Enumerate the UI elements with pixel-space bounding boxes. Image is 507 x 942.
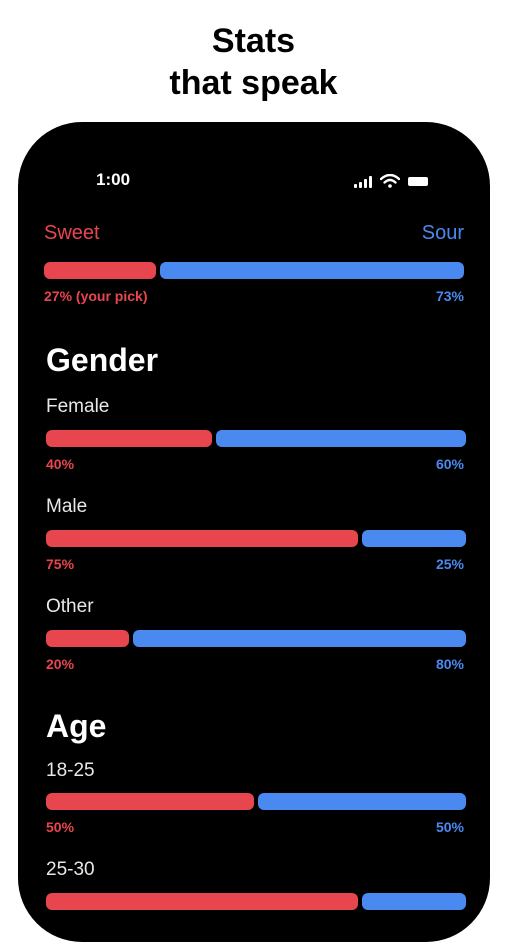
gender-male-sour-bar (362, 530, 466, 547)
age-row-label: 25-30 (46, 859, 95, 880)
sweet-label: Sweet (44, 222, 100, 244)
gender-other-sweet-pct: 20% (46, 656, 75, 672)
sour-label: Sour (421, 222, 464, 244)
headline: Stats that speak (0, 20, 507, 104)
age-section-title: Age (46, 708, 107, 744)
gender-female-sour-bar (216, 430, 466, 447)
overall-sweet-pct: 27% (your pick) (44, 288, 148, 304)
phone-screen: 1:00 Sweet Sour 27% (your pick) 73% Gend… (18, 122, 490, 942)
gender-female-sweet-bar (46, 430, 212, 447)
age-18-25-sweet-bar (46, 793, 254, 810)
overall-sweet-bar (44, 262, 156, 279)
gender-row-label: Male (46, 496, 88, 517)
status-time: 1:00 (96, 170, 131, 189)
overall-sour-pct: 73% (435, 288, 464, 304)
gender-male-sweet-bar (46, 530, 358, 547)
age-25-30-sweet-bar (46, 893, 358, 910)
headline-line-2: that speak (169, 64, 338, 102)
headline-line-1: Stats (211, 22, 296, 60)
gender-other-sour-pct: 80% (435, 656, 464, 672)
gender-row-label: Female (46, 396, 110, 417)
gender-male-sweet-pct: 75% (46, 556, 75, 572)
age-18-25-sour-bar (258, 793, 466, 810)
age-25-30-sour-bar (362, 893, 466, 910)
battery-icon (408, 177, 428, 186)
status-icons (354, 174, 428, 188)
gender-other-sweet-bar (46, 630, 129, 647)
gender-male-sour-pct: 25% (435, 556, 464, 572)
gender-section-title: Gender (46, 342, 159, 378)
gender-other-sour-bar (133, 630, 466, 647)
signal-icon (354, 176, 372, 188)
overall-sour-bar (160, 262, 464, 279)
gender-female-sweet-pct: 40% (46, 456, 75, 472)
gender-row-label: Other (46, 596, 94, 617)
wifi-icon (380, 174, 400, 188)
age-18-25-sour-pct: 50% (435, 819, 464, 835)
gender-female-sour-pct: 60% (435, 456, 464, 472)
age-18-25-sweet-pct: 50% (46, 819, 75, 835)
age-row-label: 18-25 (46, 760, 95, 781)
